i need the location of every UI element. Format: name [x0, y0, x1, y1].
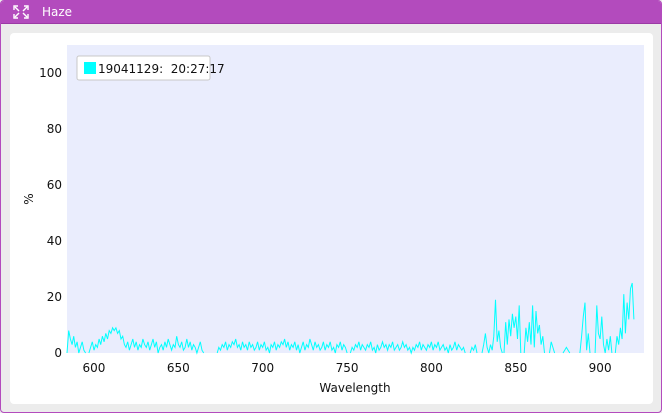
series-line [216, 338, 348, 354]
legend-box [76, 55, 211, 81]
series-line [523, 305, 545, 354]
x-tick-label: 900 [589, 361, 612, 375]
legend-swatch [84, 62, 96, 74]
x-tick-label: 650 [167, 361, 190, 375]
x-axis-ticks: 600 650 700 750 800 850 900 [83, 361, 612, 375]
series-line [614, 282, 635, 354]
y-axis-ticks: 0 20 40 60 80 100 [39, 66, 62, 360]
series-lines [66, 282, 635, 355]
title-bar: Haze [1, 1, 661, 24]
y-tick-label: 40 [47, 234, 62, 248]
y-tick-label: 100 [39, 66, 62, 80]
series-line [594, 305, 613, 354]
x-axis-label: Wavelength [319, 381, 390, 395]
plot-area [67, 45, 644, 353]
y-tick-label: 80 [47, 122, 62, 136]
y-tick-label: 60 [47, 178, 62, 192]
series-line [349, 340, 466, 355]
series-line [562, 346, 571, 354]
y-axis-label: % [22, 193, 36, 204]
x-tick-label: 800 [420, 361, 443, 375]
x-tick-label: 850 [504, 361, 527, 375]
x-tick-label: 700 [251, 361, 274, 375]
window-title: Haze [42, 5, 73, 19]
series-line [88, 326, 205, 355]
series-line [481, 299, 503, 354]
y-tick-label: 20 [47, 290, 62, 304]
x-tick-label: 750 [336, 361, 359, 375]
series-line [66, 330, 87, 354]
legend-label: 19041129: 20:27:17 [98, 62, 225, 76]
series-line [503, 305, 522, 354]
series-line [549, 341, 556, 354]
x-tick-label: 600 [83, 361, 106, 375]
legend: 19041129: 20:27:17 [76, 55, 225, 81]
expand-icon[interactable] [13, 5, 29, 19]
series-line [469, 344, 478, 354]
series-line [579, 302, 591, 354]
y-tick-label: 0 [54, 346, 62, 360]
